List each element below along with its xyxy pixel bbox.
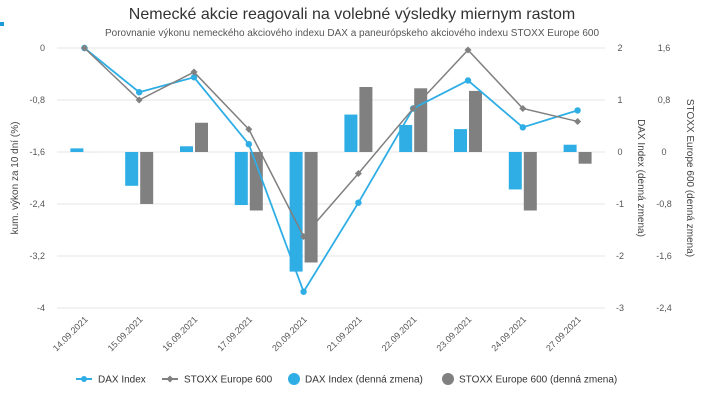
stoxx-daily-bar bbox=[359, 87, 373, 152]
dax-point bbox=[190, 74, 198, 81]
stoxx-point bbox=[80, 44, 88, 52]
left-tick-label: -3,2 bbox=[29, 251, 45, 261]
left-axis-title: kum. výkon za 10 dní (%) bbox=[10, 122, 21, 235]
stoxx-daily-bar bbox=[469, 90, 482, 152]
dax-point bbox=[300, 288, 307, 295]
dax-axis-tick-label: 1 bbox=[617, 95, 622, 105]
legend-label: DAX Index bbox=[98, 375, 146, 386]
stoxx-axis-tick-label: 0 bbox=[661, 147, 666, 157]
stoxx-point bbox=[519, 104, 527, 112]
x-tick-label: 17.09.2021 bbox=[215, 314, 254, 353]
x-tick-label: 16.09.2021 bbox=[160, 314, 199, 353]
accent-mark bbox=[0, 22, 4, 26]
stoxx-daily-bar bbox=[195, 122, 208, 152]
left-tick-label: 0 bbox=[40, 43, 45, 53]
dax-point bbox=[574, 107, 581, 114]
stoxx-point bbox=[409, 104, 417, 112]
left-tick-label: -4 bbox=[37, 303, 45, 313]
legend: DAX Index STOXX Europe 600 DAX Index (denn… bbox=[76, 373, 617, 386]
dax-axis-tick-label: 0 bbox=[617, 147, 622, 157]
stoxx-point bbox=[190, 68, 198, 76]
left-tick-label: -0,8 bbox=[29, 95, 45, 105]
dax-daily-bar bbox=[344, 114, 358, 152]
dax-axis-tick-label: -1 bbox=[616, 199, 624, 209]
stoxx-point bbox=[574, 117, 582, 125]
x-tick-label: 24.09.2021 bbox=[489, 314, 528, 353]
x-tick-label: 15.09.2021 bbox=[106, 314, 145, 353]
stoxx-daily-bar bbox=[140, 152, 154, 204]
dax-daily-bar bbox=[180, 146, 193, 152]
legend-label: DAX Index (denná zmena) bbox=[305, 375, 423, 386]
chart-title: Nemecké akcie reagovali na volebné výsle… bbox=[129, 6, 575, 23]
stoxx-daily-bar bbox=[414, 88, 428, 152]
x-tick-label: 22.09.2021 bbox=[380, 314, 419, 353]
stoxx-daily-bar bbox=[578, 152, 592, 164]
dax-daily-bar bbox=[399, 124, 413, 152]
stoxx-axis-tick-label: -2,4 bbox=[656, 303, 672, 313]
stoxx-cumulative-line bbox=[83, 47, 578, 238]
dax-axis-tick-label: 2 bbox=[617, 43, 622, 53]
right-axis-title-dax: DAX Index (denná zmena) bbox=[635, 119, 646, 237]
dax-daily-bar bbox=[125, 152, 139, 186]
dax-point bbox=[519, 124, 526, 131]
bar-series bbox=[70, 87, 592, 272]
legend-marker bbox=[81, 376, 87, 382]
left-tick-label: -2,4 bbox=[29, 199, 45, 209]
left-tick-label: -1,6 bbox=[29, 147, 45, 157]
stoxx-axis-tick-label: 1,6 bbox=[658, 43, 671, 53]
dax-daily-bar bbox=[289, 152, 303, 272]
stoxx-axis-tick-label: 0,8 bbox=[658, 95, 671, 105]
dax-point bbox=[136, 89, 143, 96]
chart-subtitle: Porovnanie výkonu nemeckého akciového in… bbox=[105, 28, 599, 39]
legend-marker bbox=[166, 375, 174, 383]
right-axis-title-stoxx: STOXX Europe 600 (denná zmena) bbox=[684, 99, 695, 257]
stoxx-axis-tick-label: -1,6 bbox=[656, 251, 672, 261]
stoxx-point bbox=[354, 169, 362, 177]
axis-ticks: 0 -0,8 -1,6 -2,4 -3,2 -4 2 1 0 -1 -2 -3 1,6 0,8 0 -0,8 -… bbox=[29, 43, 671, 353]
dax-point bbox=[245, 141, 252, 148]
dax-cumulative-line bbox=[83, 47, 578, 294]
x-tick-label: 20.09.2021 bbox=[270, 314, 309, 353]
gridlines bbox=[57, 47, 605, 309]
stoxx-daily-bar bbox=[304, 152, 318, 263]
x-tick-label: 14.09.2021 bbox=[51, 314, 90, 353]
legend-bar-symbol bbox=[288, 373, 300, 385]
dax-daily-bar bbox=[563, 144, 577, 152]
stoxx-point bbox=[464, 46, 472, 54]
dax-daily-bar bbox=[508, 152, 522, 190]
x-tick-label: 23.09.2021 bbox=[434, 314, 473, 353]
stoxx-daily-bar bbox=[523, 152, 537, 211]
legend-bar-symbol bbox=[442, 373, 454, 385]
x-tick-label: 27.09.2021 bbox=[544, 314, 583, 353]
dax-point bbox=[355, 199, 362, 206]
line-series bbox=[80, 44, 582, 295]
dax-daily-bar bbox=[234, 152, 248, 206]
dax-daily-bar bbox=[454, 129, 467, 152]
dax-axis-tick-label: -2 bbox=[616, 251, 624, 261]
stoxx-point bbox=[300, 233, 308, 240]
stoxx-daily-bar bbox=[249, 152, 263, 211]
x-tick-label: 21.09.2021 bbox=[325, 314, 364, 353]
dax-daily-bar bbox=[70, 148, 84, 152]
stoxx-point bbox=[135, 96, 143, 104]
stoxx-point bbox=[245, 125, 253, 133]
legend-label: STOXX Europe 600 (denná zmena) bbox=[459, 375, 617, 386]
dax-point bbox=[464, 77, 472, 84]
dax-axis-tick-label: -3 bbox=[616, 303, 624, 313]
legend-label: STOXX Europe 600 bbox=[184, 375, 273, 386]
stoxx-axis-tick-label: -0,8 bbox=[656, 199, 672, 209]
